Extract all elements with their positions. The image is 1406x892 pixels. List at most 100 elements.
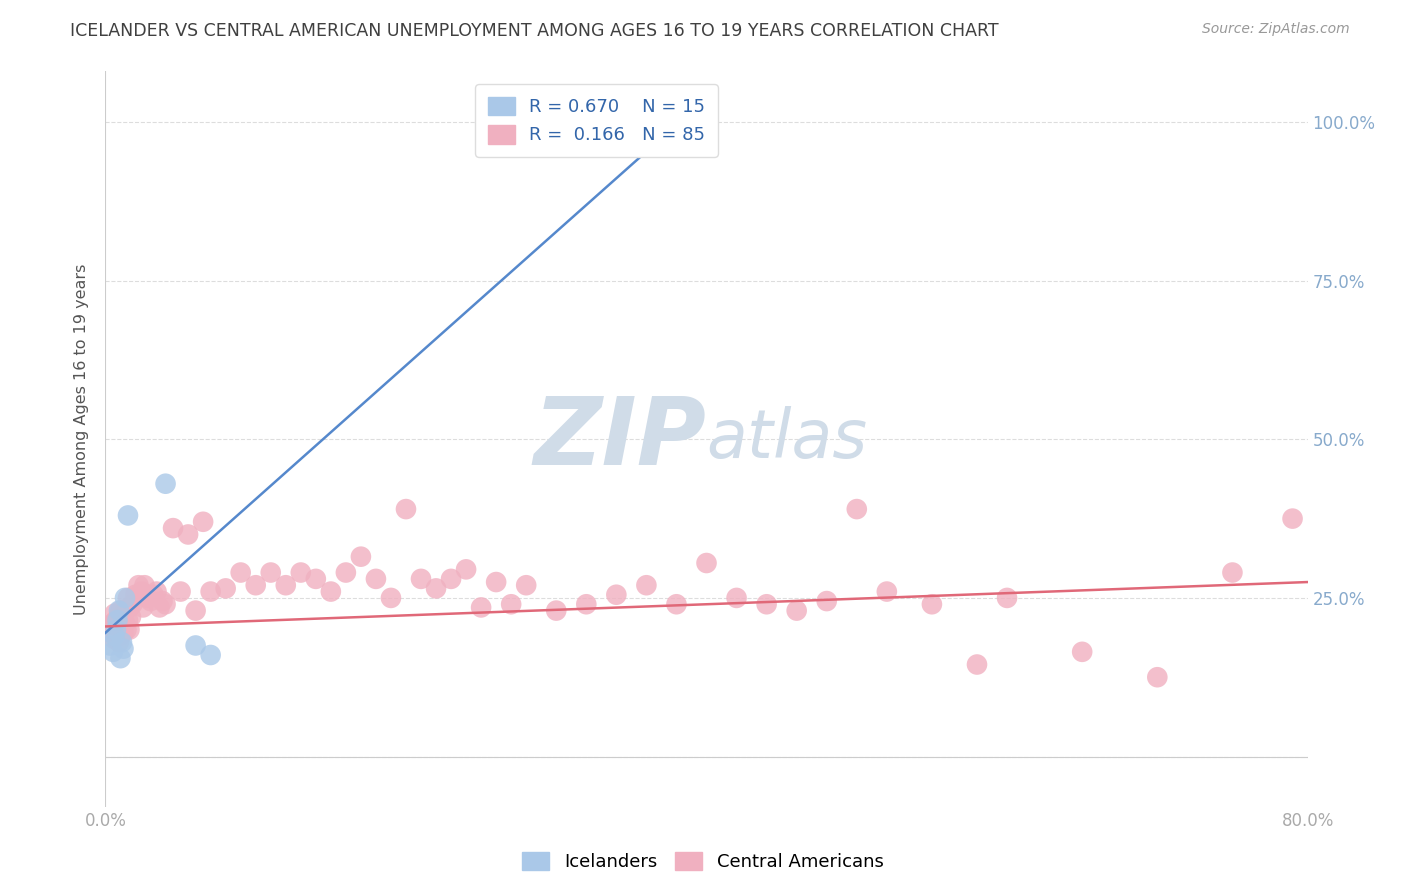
Point <box>101 616 124 631</box>
Point <box>112 625 135 640</box>
Point <box>117 508 139 523</box>
Point <box>118 623 141 637</box>
Point <box>118 600 141 615</box>
Point <box>107 616 129 631</box>
Point <box>995 591 1018 605</box>
Point <box>107 625 129 640</box>
Point <box>440 572 463 586</box>
Point <box>319 584 342 599</box>
Point <box>200 648 222 662</box>
Point <box>921 597 943 611</box>
Point <box>191 515 214 529</box>
Point <box>229 566 252 580</box>
Point <box>636 578 658 592</box>
Point <box>409 572 432 586</box>
Text: atlas: atlas <box>707 407 868 472</box>
Point <box>515 578 537 592</box>
Point <box>98 623 121 637</box>
Point <box>139 594 162 608</box>
Point <box>380 591 402 605</box>
Point <box>111 613 134 627</box>
Point <box>132 600 155 615</box>
Point <box>111 623 134 637</box>
Point <box>335 566 357 580</box>
Legend: Icelanders, Central Americans: Icelanders, Central Americans <box>515 845 891 879</box>
Point <box>134 578 156 592</box>
Point <box>128 578 150 592</box>
Point <box>546 604 568 618</box>
Point <box>1281 511 1303 525</box>
Point <box>120 610 142 624</box>
Point <box>454 562 477 576</box>
Point <box>274 578 297 592</box>
Point <box>665 597 688 611</box>
Point <box>107 613 129 627</box>
Point <box>200 584 222 599</box>
Point <box>115 623 138 637</box>
Point <box>104 623 127 637</box>
Point <box>966 657 988 672</box>
Point <box>101 645 124 659</box>
Point <box>290 566 312 580</box>
Point <box>152 594 174 608</box>
Point <box>155 597 177 611</box>
Y-axis label: Unemployment Among Ages 16 to 19 years: Unemployment Among Ages 16 to 19 years <box>75 264 90 615</box>
Point <box>162 521 184 535</box>
Legend: R = 0.670    N = 15, R =  0.166   N = 85: R = 0.670 N = 15, R = 0.166 N = 85 <box>475 84 718 157</box>
Point <box>112 641 135 656</box>
Text: ZIP: ZIP <box>534 393 707 485</box>
Point <box>110 629 132 643</box>
Point <box>214 582 236 596</box>
Point <box>184 639 207 653</box>
Point <box>110 604 132 618</box>
Point <box>245 578 267 592</box>
Point <box>145 584 167 599</box>
Point <box>111 635 134 649</box>
Point <box>364 572 387 586</box>
Point <box>103 629 125 643</box>
Point <box>103 607 125 621</box>
Point <box>112 607 135 621</box>
Point <box>114 591 136 605</box>
Point <box>260 566 283 580</box>
Point <box>668 115 690 129</box>
Point <box>117 591 139 605</box>
Text: Source: ZipAtlas.com: Source: ZipAtlas.com <box>1202 22 1350 37</box>
Point <box>104 623 127 637</box>
Point <box>142 588 165 602</box>
Point <box>305 572 328 586</box>
Point <box>425 582 447 596</box>
Point <box>485 575 508 590</box>
Point <box>108 604 131 618</box>
Point <box>605 588 627 602</box>
Point <box>136 591 159 605</box>
Point <box>103 632 125 647</box>
Point <box>124 588 146 602</box>
Point <box>184 604 207 618</box>
Point <box>108 635 131 649</box>
Point <box>845 502 868 516</box>
Point <box>98 639 121 653</box>
Point <box>815 594 838 608</box>
Point <box>108 610 131 624</box>
Point <box>155 476 177 491</box>
Point <box>177 527 200 541</box>
Point <box>110 651 132 665</box>
Point <box>121 597 143 611</box>
Text: ICELANDER VS CENTRAL AMERICAN UNEMPLOYMENT AMONG AGES 16 TO 19 YEARS CORRELATION: ICELANDER VS CENTRAL AMERICAN UNEMPLOYME… <box>70 22 998 40</box>
Point <box>1071 645 1094 659</box>
Point <box>696 556 718 570</box>
Point <box>876 584 898 599</box>
Point <box>117 613 139 627</box>
Point <box>169 584 191 599</box>
Point <box>575 597 598 611</box>
Point <box>470 600 492 615</box>
Point <box>1222 566 1244 580</box>
Point <box>114 616 136 631</box>
Point <box>755 597 778 611</box>
Point <box>501 597 523 611</box>
Point <box>395 502 418 516</box>
Point <box>786 604 808 618</box>
Point <box>110 616 132 631</box>
Point <box>350 549 373 564</box>
